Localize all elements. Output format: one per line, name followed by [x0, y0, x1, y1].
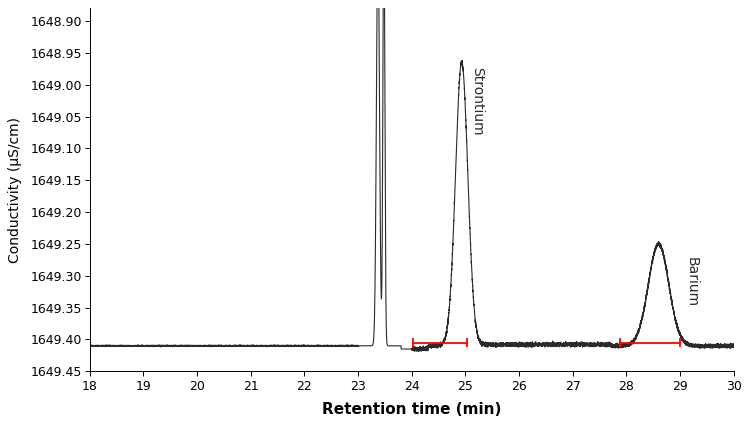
Y-axis label: Conductivity (μS/cm): Conductivity (μS/cm)	[8, 117, 22, 263]
Text: Strontium: Strontium	[470, 67, 484, 136]
Text: Barium: Barium	[684, 257, 698, 307]
X-axis label: Retention time (min): Retention time (min)	[322, 402, 502, 416]
